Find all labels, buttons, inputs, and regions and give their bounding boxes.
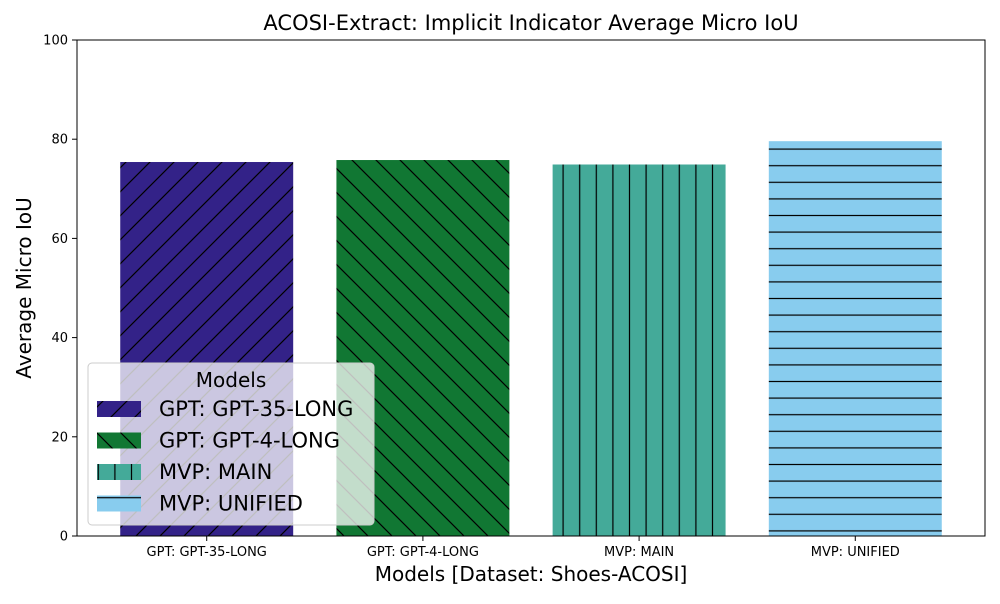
legend-swatch [97,401,141,417]
x-axis-label: Models [Dataset: Shoes-ACOSI] [375,562,688,586]
legend-entry-label: MVP: MAIN [159,460,272,484]
axes-layer: 0 20 40 60 80 100 GPT: GPT-35-LONG GPT: GPT-4-L… [43,34,986,560]
legend-entry-label: MVP: UNIFIED [159,492,303,516]
legend-entry-label: GPT: GPT-35-LONG [159,397,353,421]
bar-mvp-unified [768,141,942,536]
x-tick-label: GPT: GPT-4-LONG [367,545,479,560]
y-tick-label: 0 [60,530,68,545]
y-tick-label: 100 [43,34,68,49]
y-tick-label: 80 [51,133,68,148]
legend-title: Models [196,368,266,392]
bars-layer [120,141,942,537]
x-tick-label: GPT: GPT-35-LONG [147,545,267,560]
legend: Models GPT: GPT-35-LONG GPT: GPT-4-LONG MVP… [87,362,375,526]
legend-swatch [97,495,141,512]
legend-entry-label: GPT: GPT-4-LONG [159,429,340,453]
legend-box [87,362,375,526]
y-tick-label: 20 [51,430,68,445]
legend-swatch [97,464,141,480]
x-tick-label: MVP: UNIFIED [811,545,900,560]
plot-frame [76,39,986,537]
y-axis-label: Average Micro IoU [12,197,36,378]
y-tick-label: 40 [51,331,68,346]
x-tick-label: MVP: MAIN [604,545,674,560]
legend-swatch [97,432,141,449]
y-tick-label: 60 [51,232,68,247]
bar-mvp-main [552,164,726,536]
chart-title: ACOSI-Extract: Implicit Indicator Averag… [263,11,798,35]
